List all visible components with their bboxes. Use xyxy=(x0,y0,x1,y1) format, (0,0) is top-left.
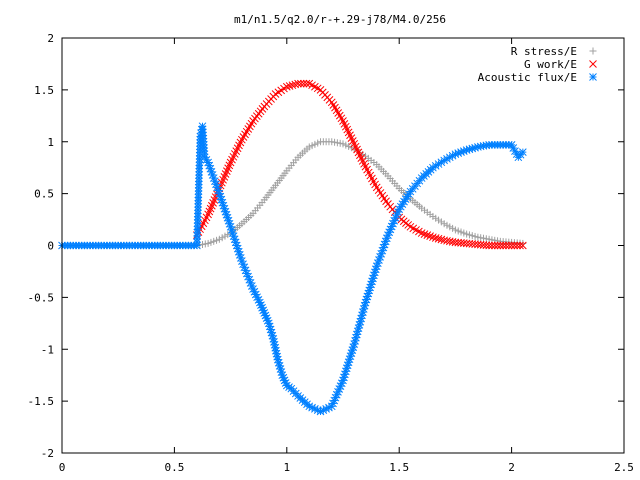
plot-frame xyxy=(61,37,625,454)
data-point xyxy=(296,79,305,88)
chart-title: m1/n1.5/q2.0/r-+.29-j78/M4.0/256 xyxy=(234,13,446,26)
data-point xyxy=(507,241,516,250)
data-point xyxy=(420,230,429,238)
legend-marker xyxy=(589,73,597,81)
plot-series xyxy=(58,79,527,416)
data-point xyxy=(513,241,522,250)
data-point xyxy=(516,241,524,250)
y-tick-label: -1.5 xyxy=(28,395,55,408)
y-tick-label: 1 xyxy=(47,136,54,149)
data-point xyxy=(417,229,426,237)
x-axis: 0 0.5 1 1.5 2 2.5 xyxy=(59,38,634,474)
data-point xyxy=(499,241,508,250)
data-point xyxy=(221,170,230,178)
x-tick-label: 0 xyxy=(59,461,66,474)
data-point xyxy=(206,204,215,213)
data-point xyxy=(431,234,440,242)
y-tick-label: 0.5 xyxy=(34,188,54,201)
series-g-work-e xyxy=(193,79,527,250)
data-point xyxy=(222,167,231,175)
data-point xyxy=(518,241,527,250)
legend-label: R stress/E xyxy=(511,45,577,58)
data-point xyxy=(219,175,227,184)
data-point xyxy=(504,241,513,250)
x-tick-label: 1 xyxy=(283,461,290,474)
data-point xyxy=(485,241,493,250)
data-point xyxy=(270,337,278,346)
data-point xyxy=(285,82,294,90)
data-point xyxy=(208,201,216,210)
x-tick-label: 1.5 xyxy=(389,461,409,474)
legend-marker xyxy=(589,47,597,55)
data-point xyxy=(299,79,308,88)
data-point xyxy=(426,232,434,241)
y-tick-label: -1 xyxy=(41,343,54,356)
x-tick-label: 2.5 xyxy=(614,461,634,474)
y-tick-label: 2 xyxy=(47,32,54,45)
data-point xyxy=(510,241,519,250)
y-tick-label: 1.5 xyxy=(34,84,54,97)
data-point xyxy=(224,164,232,173)
data-point xyxy=(373,259,382,267)
series-r-stress-e xyxy=(193,138,527,249)
data-point xyxy=(518,148,527,156)
data-point xyxy=(490,241,499,250)
x-tick-label: 2 xyxy=(508,461,515,474)
data-point xyxy=(429,233,437,242)
data-point xyxy=(423,231,432,239)
data-point xyxy=(502,241,510,250)
data-point xyxy=(209,198,217,207)
x-tick-label: 0.5 xyxy=(164,461,184,474)
y-tick-label: -0.5 xyxy=(28,291,55,304)
data-point xyxy=(496,241,505,250)
data-point xyxy=(493,241,502,250)
data-point xyxy=(220,173,229,181)
data-point xyxy=(294,79,302,88)
data-point xyxy=(434,234,443,243)
data-point xyxy=(302,79,311,88)
legend-marker xyxy=(589,60,597,68)
y-tick-label: -2 xyxy=(41,447,54,460)
legend-label: Acoustic flux/E xyxy=(478,71,577,84)
y-tick-label: 0 xyxy=(47,240,54,253)
data-point xyxy=(488,241,496,250)
legend-label: G work/E xyxy=(524,58,577,71)
data-point xyxy=(282,82,291,91)
series-acoustic-flux-e xyxy=(58,122,527,416)
data-point xyxy=(288,81,297,90)
y-axis: -2 -1.5 -1 -0.5 0 0.5 1 1.5 2 xyxy=(28,32,624,460)
